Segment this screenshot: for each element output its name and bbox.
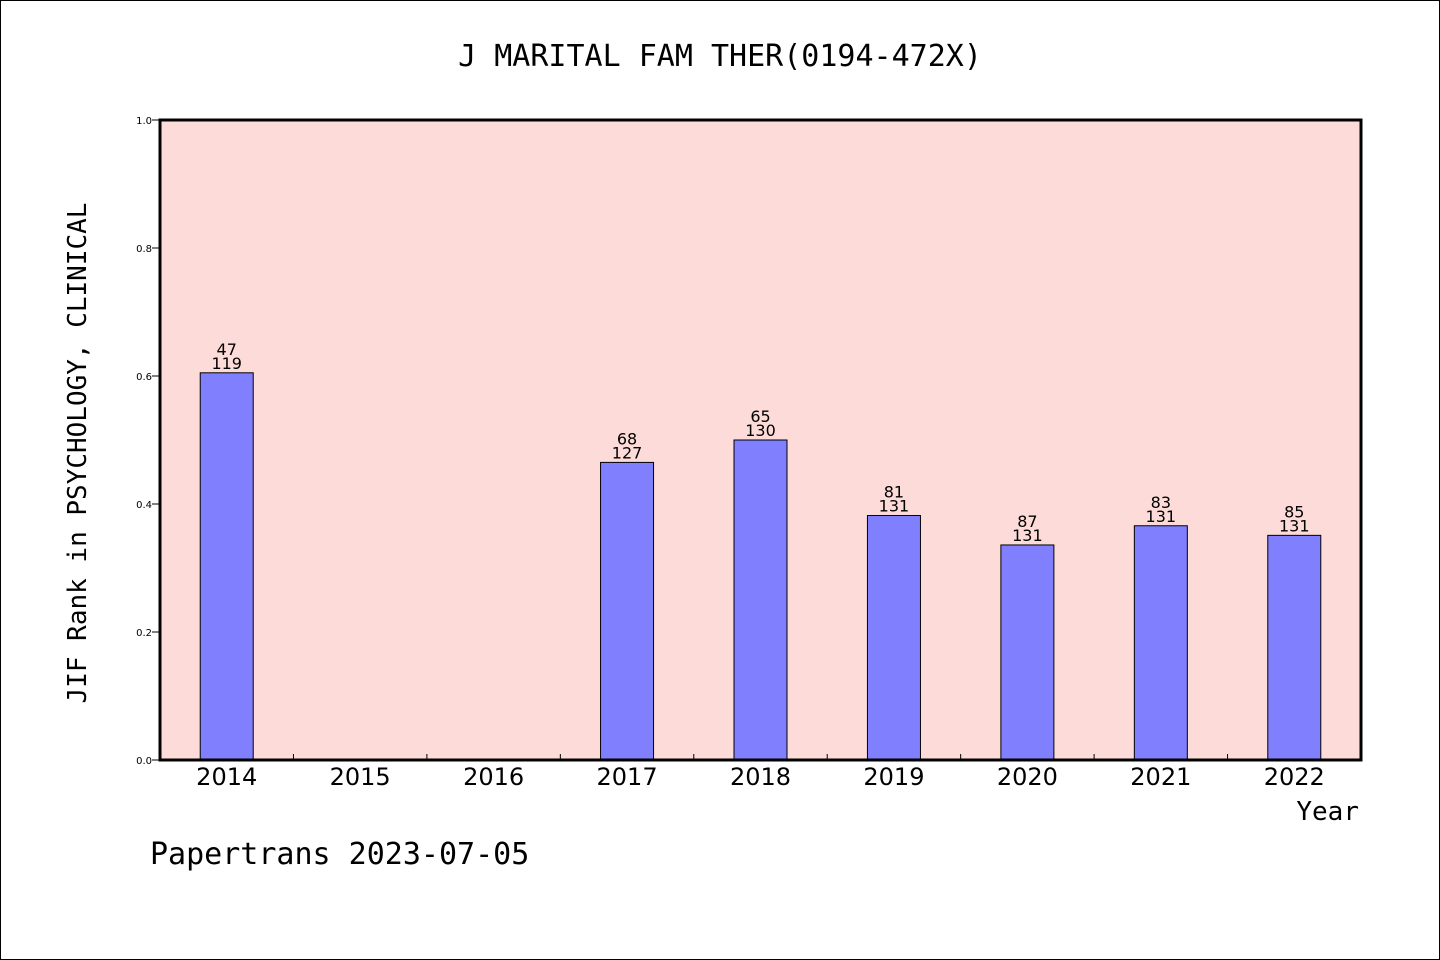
bar-2014 — [199, 372, 254, 761]
bar-total-label: 131 — [1146, 507, 1177, 526]
bar-rank-label: 85 — [1284, 502, 1304, 521]
x-tick-label: 2016 — [463, 763, 524, 791]
bar-2019 — [866, 515, 921, 761]
chart-title: J MARITAL FAM THER(0194-472X) — [458, 39, 982, 74]
y-tick-label: 1.0 — [136, 116, 152, 127]
bar-2022 — [1267, 534, 1322, 761]
y-axis-ticks: 0.0 0.2 0.4 0.6 0.8 1.0 — [136, 116, 160, 767]
x-tick-label: 2017 — [597, 763, 658, 791]
y-tick-label: 0.8 — [136, 244, 152, 255]
bar-rank-label: 87 — [1017, 512, 1037, 531]
bar-2021 — [1133, 525, 1188, 761]
bar-rank-label: 65 — [750, 407, 770, 426]
y-axis-label: JIF Rank in PSYCHOLOGY, CLINICAL — [63, 203, 93, 704]
bar-total-label: 131 — [1279, 516, 1310, 535]
bar-2020 — [1000, 544, 1055, 761]
x-tick-label: 2015 — [330, 763, 391, 791]
y-tick-label: 0.0 — [136, 756, 152, 767]
bar-total-label: 119 — [211, 354, 242, 373]
x-tick-label: 2020 — [997, 763, 1058, 791]
x-tick-label: 2022 — [1264, 763, 1325, 791]
bar-2018 — [733, 439, 788, 761]
plot-border — [158, 118, 1363, 762]
y-tick-label: 0.4 — [136, 500, 152, 511]
x-axis-ticks: 2014 2015 2016 2017 2018 2019 2020 2021 2022 — [196, 754, 1325, 791]
x-tick-label: 2014 — [196, 763, 257, 791]
y-tick-label: 0.2 — [136, 628, 152, 639]
x-tick-label: 2021 — [1130, 763, 1191, 791]
bar-2017 — [600, 461, 655, 761]
bar-total-label: 130 — [745, 421, 776, 440]
bar-total-label: 131 — [879, 497, 910, 516]
footer-watermark: Papertrans 2023-07-05 — [150, 837, 529, 872]
bars-layer — [199, 372, 1322, 761]
y-tick-label: 0.6 — [136, 372, 152, 383]
bar-rank-label: 47 — [217, 340, 237, 359]
x-tick-label: 2018 — [730, 763, 791, 791]
bar-total-label: 131 — [1012, 526, 1043, 545]
x-axis-label: Year — [1296, 797, 1359, 827]
bar-rank-label: 81 — [884, 483, 904, 502]
bar-total-label: 127 — [612, 443, 643, 462]
bar-rank-label: 83 — [1151, 493, 1171, 512]
x-tick-label: 2019 — [863, 763, 924, 791]
bar-rank-label: 68 — [617, 429, 637, 448]
